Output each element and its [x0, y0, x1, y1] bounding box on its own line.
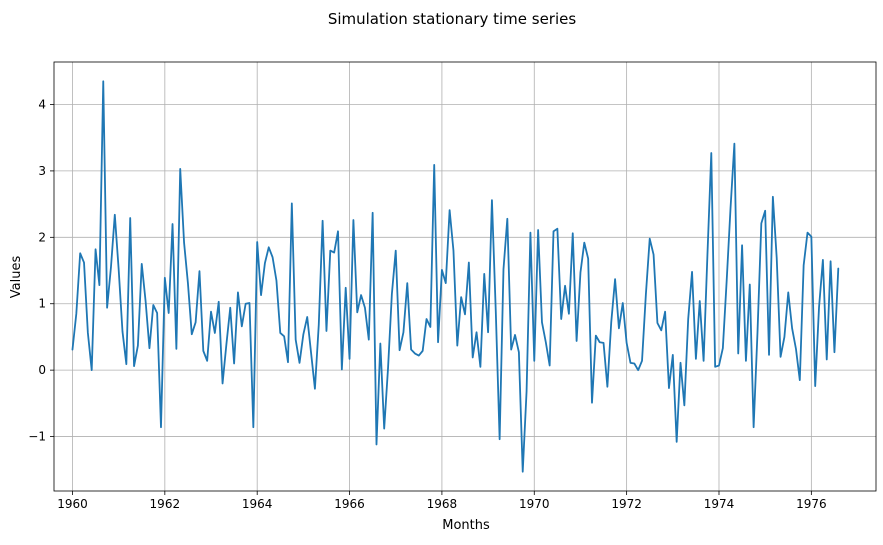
y-tick-label: 1 — [38, 297, 46, 311]
x-axis-label: Months — [442, 518, 490, 533]
x-tick-label: 1960 — [57, 497, 88, 511]
grid-lines — [54, 62, 876, 491]
y-axis-ticks: −1 0 1 2 3 4 — [28, 98, 54, 444]
y-tick-label: 4 — [38, 98, 46, 112]
y-tick-label: −1 — [28, 430, 46, 444]
chart-title: Simulation stationary time series — [328, 10, 577, 28]
x-tick-label: 1962 — [150, 497, 181, 511]
y-tick-label: 3 — [38, 164, 46, 178]
x-tick-label: 1974 — [704, 497, 735, 511]
y-tick-label: 0 — [38, 363, 46, 377]
x-tick-label: 1966 — [334, 497, 365, 511]
series-line — [71, 80, 840, 473]
series-layer — [71, 80, 840, 473]
x-tick-label: 1972 — [611, 497, 642, 511]
x-axis-ticks: 1960 1962 1964 1966 1968 1970 1972 1974 1976 — [57, 491, 827, 511]
x-tick-label: 1968 — [427, 497, 458, 511]
y-axis-label: Values — [9, 256, 24, 299]
y-tick-label: 2 — [38, 230, 46, 244]
x-tick-label: 1976 — [796, 497, 827, 511]
x-tick-label: 1970 — [519, 497, 550, 511]
plot-area-frame — [53, 61, 877, 492]
x-tick-label: 1964 — [242, 497, 273, 511]
